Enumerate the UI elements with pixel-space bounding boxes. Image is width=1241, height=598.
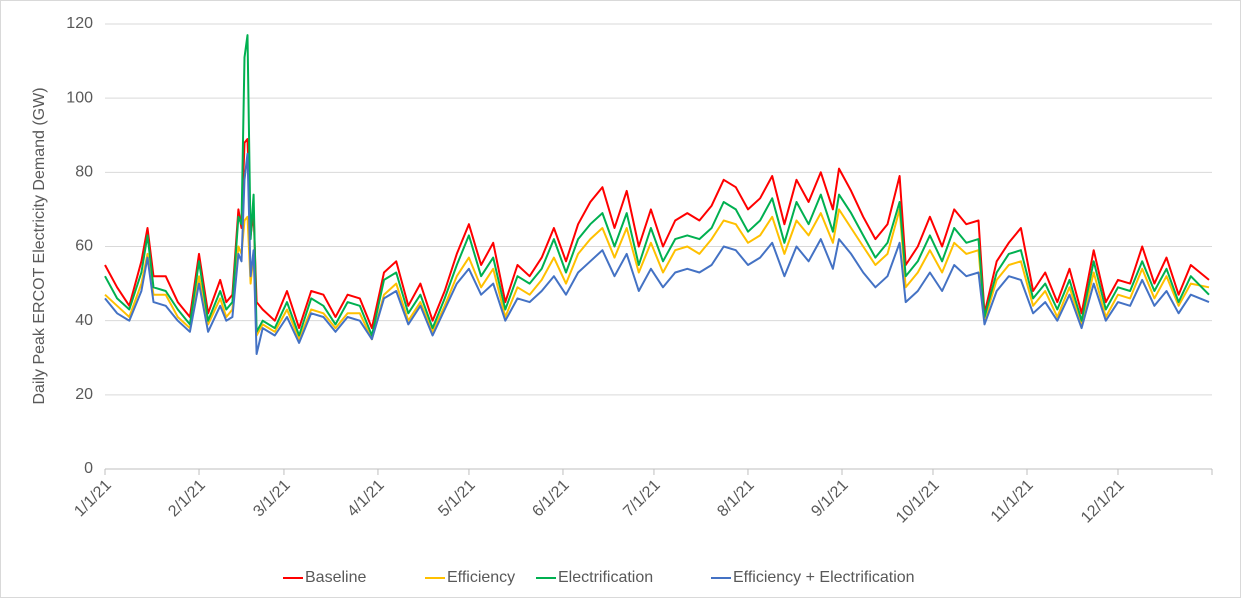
series-line (104, 152, 1210, 355)
series-line (104, 208, 1210, 341)
y-tick-label: 20 (75, 386, 93, 403)
y-tick-label: 100 (66, 89, 93, 106)
y-tick-label: 40 (75, 312, 93, 329)
series-line (104, 138, 1210, 330)
legend-label: Electrification (558, 569, 653, 586)
series-line (104, 34, 1210, 337)
y-tick-label: 0 (84, 460, 93, 477)
y-axis-label: Daily Peak ERCOT Electricity Demand (GW) (31, 87, 48, 404)
y-tick-label: 80 (75, 164, 93, 181)
legend-label: Efficiency + Electrification (733, 569, 915, 586)
legend-label: Baseline (305, 569, 366, 586)
legend-label: Efficiency (447, 569, 515, 586)
y-tick-label: 120 (66, 15, 93, 32)
y-tick-label: 60 (75, 238, 93, 255)
